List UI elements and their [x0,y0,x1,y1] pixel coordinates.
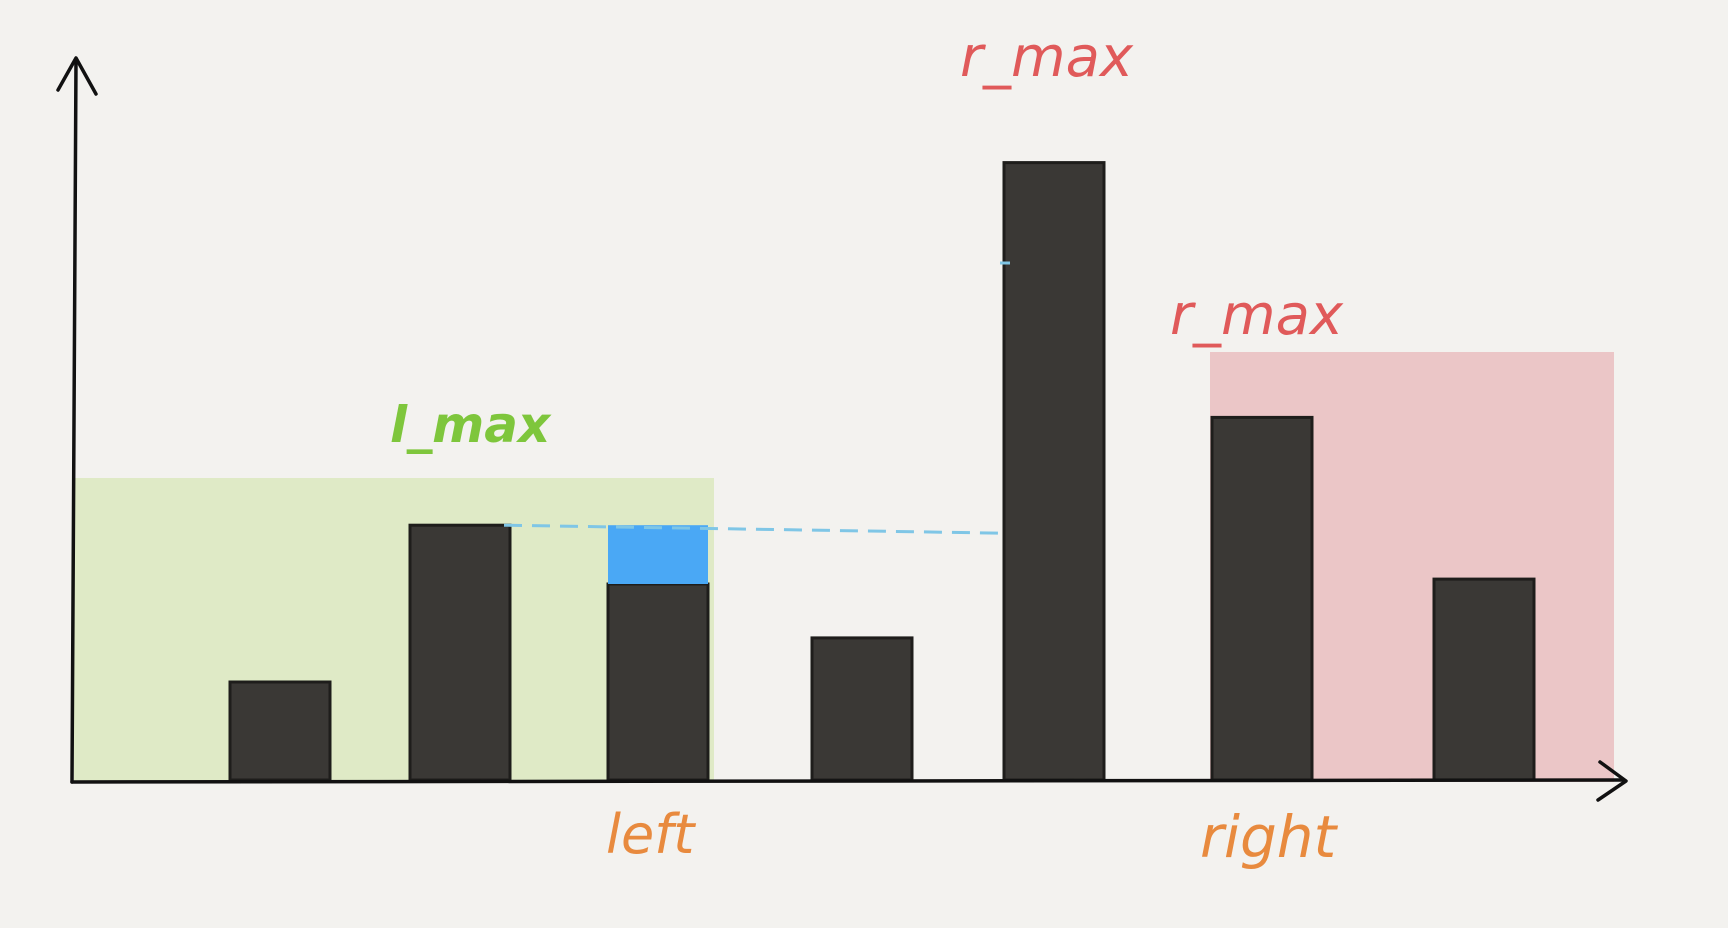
right-pointer-label: right [1200,803,1337,871]
bar-4 [810,636,914,782]
left-pointer-label: left [606,803,695,866]
y-axis [70,58,78,784]
l-max-label: l_max [390,396,551,454]
bar-3 [606,582,710,782]
x-axis [70,778,1626,784]
axes [56,56,1628,802]
bar-6 [1210,415,1314,782]
x-axis-arrowhead [1596,760,1628,802]
trapped-water [608,525,708,584]
bar-5 [1002,161,1106,782]
bar-7 [1432,577,1536,782]
bar-1 [228,680,332,782]
y-axis-arrowhead [56,56,98,96]
r-max-label-right: r_max [1170,283,1344,348]
bars [228,161,1536,782]
r-max-label-top: r_max [960,25,1134,90]
bar-2 [408,523,512,782]
